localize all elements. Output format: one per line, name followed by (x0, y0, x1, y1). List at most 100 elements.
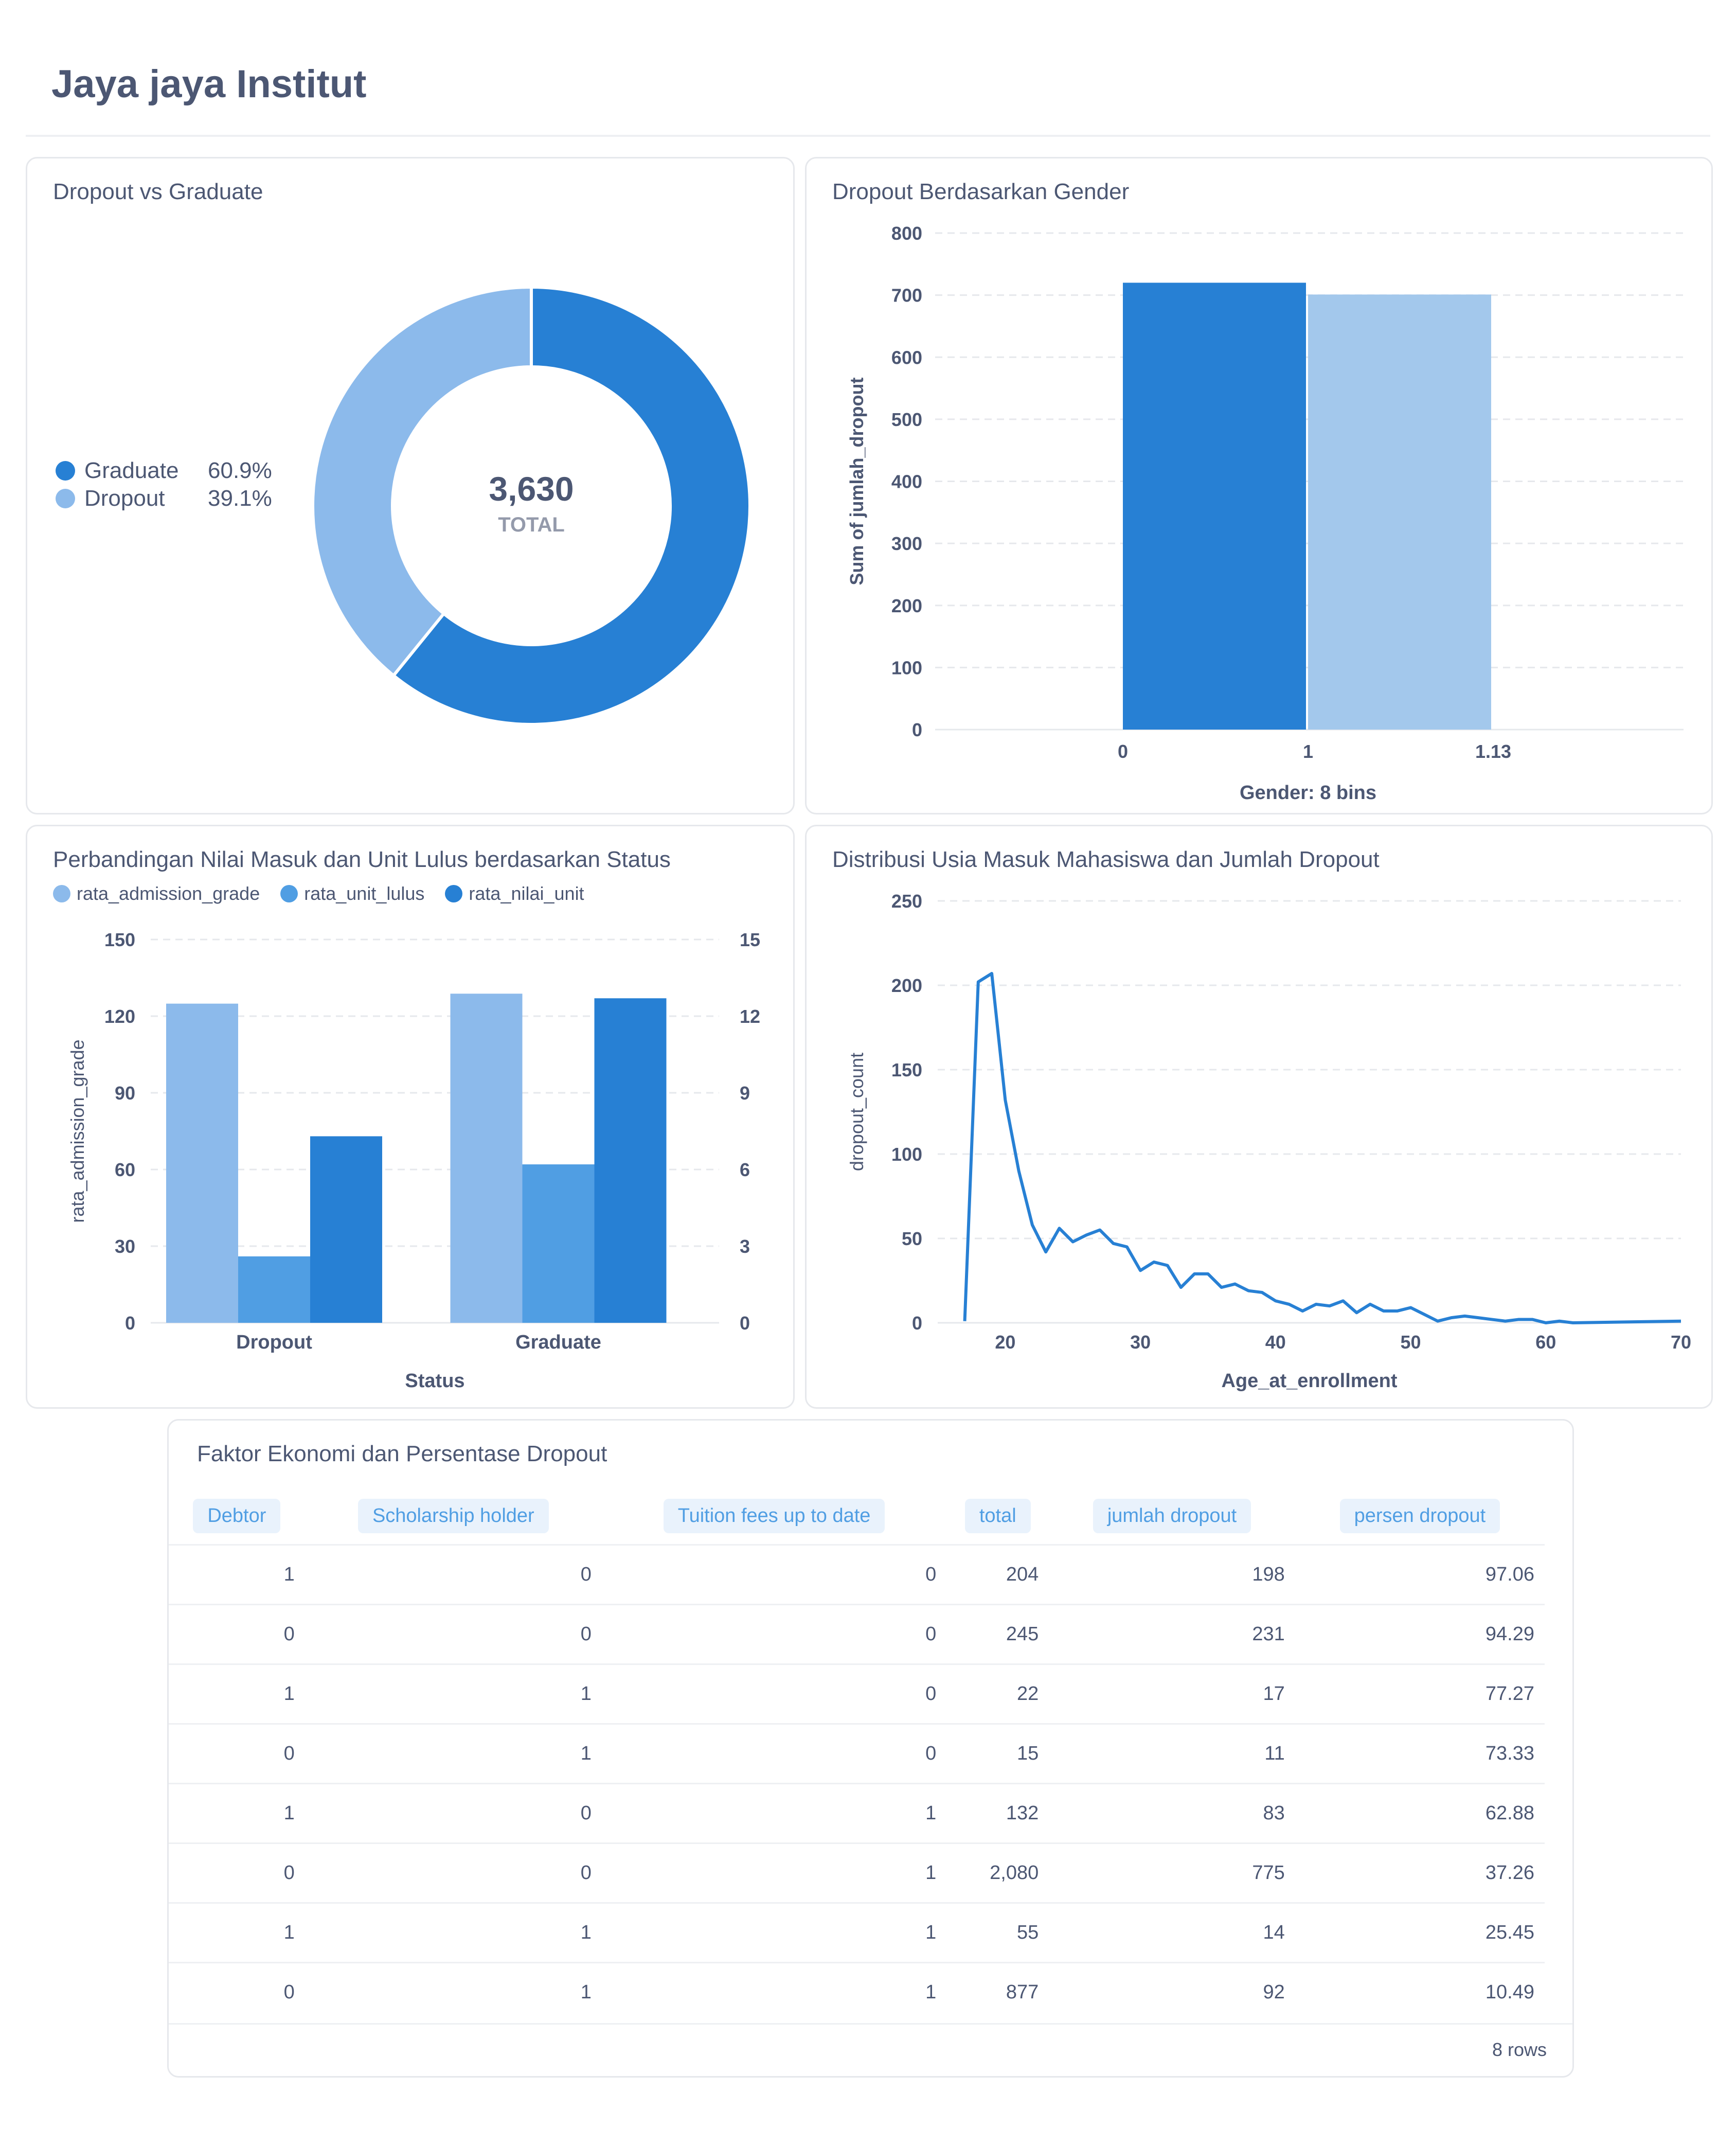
table-cell: 1 (601, 1783, 947, 1843)
table-header-cell[interactable]: jumlah dropout (1049, 1487, 1295, 1545)
card-comparison-status[interactable]: Perbandingan Nilai Masuk dan Unit Lulus … (26, 825, 795, 1409)
y-tick-label: 600 (891, 347, 922, 368)
table-cell: 62.88 (1295, 1783, 1545, 1843)
table-cell: 0 (169, 1842, 305, 1903)
table-row[interactable]: 0 1 1 877 92 10.49 (169, 1962, 1545, 2022)
column-header-label[interactable]: Tuition fees up to date (663, 1498, 885, 1533)
table-cell: 1 (305, 1663, 602, 1724)
column-header-label[interactable]: Debtor (193, 1498, 281, 1533)
x-tick-label: Graduate (515, 1332, 601, 1353)
card-dropout-vs-graduate[interactable]: Dropout vs Graduate Graduate 60.9% Dropo… (26, 157, 795, 814)
pie-legend: Graduate 60.9% Dropout 39.1% (56, 457, 272, 512)
x-tick-label: 20 (995, 1332, 1015, 1353)
table-row[interactable]: 1 1 1 55 14 25.45 (169, 1902, 1545, 1963)
table-cell: 55 (946, 1902, 1049, 1963)
legend-dot (280, 885, 298, 902)
y-left-tick-label: 150 (104, 929, 135, 950)
legend-percent: 39.1% (208, 486, 272, 511)
table-row[interactable]: 1 0 0 204 198 97.06 (169, 1544, 1545, 1605)
table-cell: 25.45 (1295, 1902, 1545, 1963)
row-count: 8 rows (1492, 2039, 1547, 2060)
bar-1 (1308, 294, 1491, 730)
comparison-bar-chart: 0 0 30 3 60 6 90 9 120 12 150 15 Dropout Graduate Stat… (67, 929, 760, 1392)
table-cell: 1 (305, 1962, 602, 2022)
table-cell: 92 (1049, 1962, 1295, 2022)
y-right-tick-label: 0 (740, 1313, 750, 1334)
table-cell: 0 (305, 1604, 602, 1664)
chart-legend: rata_admission_grade rata_unit_lulus rat… (53, 883, 584, 905)
table-header-cell[interactable]: Debtor (169, 1487, 305, 1545)
y-left-tick-label: 60 (115, 1159, 135, 1180)
card-economic-table[interactable]: Faktor Ekonomi dan Persentase Dropout De… (167, 1419, 1574, 2078)
table-header-cell[interactable]: persen dropout (1295, 1487, 1545, 1545)
table-cell: 83 (1049, 1783, 1295, 1843)
y-tick-label: 0 (912, 719, 922, 740)
table-header-cell[interactable]: Tuition fees up to date (602, 1487, 946, 1545)
table-footer-divider (169, 2023, 1572, 2025)
legend-item-admission[interactable]: rata_admission_grade (53, 883, 260, 905)
y-axis-label: rata_admission_grade (67, 1039, 88, 1222)
table-cell: 0 (601, 1544, 947, 1605)
legend-label: rata_nilai_unit (469, 883, 584, 904)
y-tick-label: 50 (902, 1228, 922, 1249)
pie-slice-graduate (391, 285, 751, 726)
legend-item-graduate[interactable]: Graduate 60.9% (56, 457, 272, 485)
card-dropout-by-gender[interactable]: Dropout Berdasarkan Gender 0 100 200 300 400… (805, 157, 1713, 814)
table-cell: 11 (1049, 1723, 1295, 1784)
y-right-tick-label: 15 (740, 929, 760, 950)
y-tick-label: 100 (891, 657, 922, 678)
x-tick-label: 40 (1265, 1332, 1286, 1353)
table-cell: 0 (601, 1723, 947, 1784)
column-header-label[interactable]: jumlah dropout (1093, 1498, 1251, 1533)
bar-rata_admission_grade-graduate (450, 994, 523, 1323)
table-cell: 132 (946, 1783, 1049, 1843)
legend-item-unit-lulus[interactable]: rata_unit_lulus (280, 883, 424, 905)
x-tick-label: Dropout (236, 1332, 312, 1353)
table-row[interactable]: 0 1 0 15 11 73.33 (169, 1723, 1545, 1784)
table-row[interactable]: 1 1 0 22 17 77.27 (169, 1663, 1545, 1724)
table-row[interactable]: 0 0 0 245 231 94.29 (169, 1604, 1545, 1664)
bar-rata_nilai_unit-dropout (310, 1136, 382, 1323)
table-cell: 15 (946, 1723, 1049, 1784)
card-age-distribution[interactable]: Distribusi Usia Masuk Mahasiswa dan Juml… (805, 825, 1713, 1409)
column-header-label[interactable]: total (964, 1498, 1031, 1533)
legend-label: rata_admission_grade (77, 883, 260, 904)
y-tick-label: 500 (891, 409, 922, 430)
legend-item-nilai-unit[interactable]: rata_nilai_unit (445, 883, 584, 905)
table-cell: 1 (601, 1962, 947, 2022)
card-title: Distribusi Usia Masuk Mahasiswa dan Juml… (832, 847, 1380, 872)
table-row[interactable]: 1 0 1 132 83 62.88 (169, 1783, 1545, 1843)
table-cell: 1 (169, 1663, 305, 1724)
table-cell: 0 (305, 1783, 602, 1843)
x-tick-label: 70 (1671, 1332, 1691, 1353)
y-left-tick-label: 30 (115, 1236, 135, 1257)
table-header-cell[interactable]: Scholarship holder (305, 1487, 602, 1545)
pie-total-label: TOTAL (498, 513, 565, 536)
x-tick-label: 60 (1535, 1332, 1556, 1353)
x-axis-label: Status (405, 1370, 464, 1392)
bar-0 (1123, 282, 1306, 730)
table-cell: 231 (1049, 1604, 1295, 1664)
y-left-tick-label: 90 (115, 1083, 135, 1104)
table-cell: 2,080 (946, 1842, 1049, 1903)
card-title: Dropout Berdasarkan Gender (832, 179, 1130, 204)
card-title: Dropout vs Graduate (53, 179, 263, 204)
table-row[interactable]: 0 0 1 2,080 775 37.26 (169, 1842, 1545, 1903)
table-cell: 0 (169, 1604, 305, 1664)
y-tick-label: 200 (891, 975, 922, 996)
table-header-cell[interactable]: total (946, 1487, 1049, 1545)
table-cell: 1 (305, 1723, 602, 1784)
y-tick-label: 100 (891, 1144, 922, 1165)
bar-rata_nilai_unit-graduate (594, 998, 667, 1323)
table-cell: 0 (169, 1962, 305, 2022)
table-cell: 94.29 (1295, 1604, 1545, 1664)
table-cell: 0 (305, 1842, 602, 1903)
y-tick-label: 800 (891, 223, 922, 244)
bar-rata_unit_lulus-graduate (522, 1164, 595, 1323)
column-header-label[interactable]: Scholarship holder (357, 1498, 549, 1533)
column-header-label[interactable]: persen dropout (1339, 1498, 1500, 1533)
table-cell: 245 (946, 1604, 1049, 1664)
y-tick-label: 150 (891, 1059, 922, 1080)
legend-item-dropout[interactable]: Dropout 39.1% (56, 485, 272, 512)
legend-dot (56, 461, 75, 481)
